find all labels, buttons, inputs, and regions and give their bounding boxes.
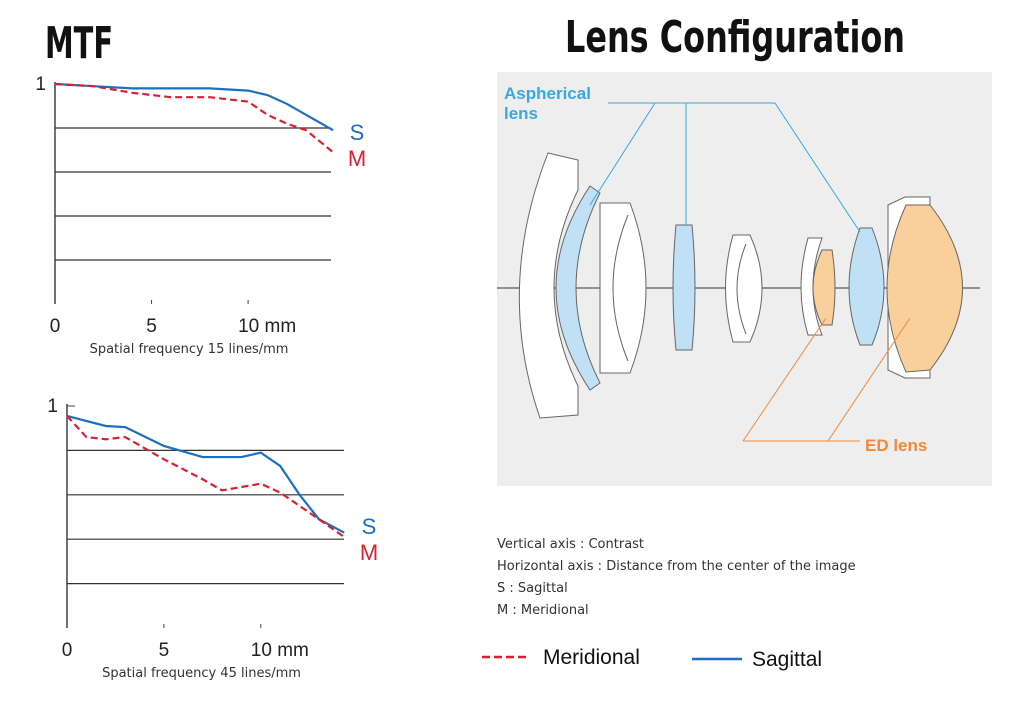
x-tick-label: 0: [50, 316, 61, 337]
ed-element: [812, 249, 836, 326]
lens-title: Lens Configuration: [565, 12, 905, 63]
x-axis-label: Spatial frequency 15 lines/mm: [90, 342, 289, 357]
ed-label: ED lens: [865, 436, 927, 455]
legend-label: Meridional: [543, 646, 640, 669]
y-tick-label: 1: [35, 74, 46, 95]
mtf-title: MTF: [45, 18, 113, 69]
lens-element: [800, 237, 823, 336]
lens-element: [518, 152, 579, 419]
ed-element: [886, 204, 963, 373]
x-tick-label: 0: [62, 640, 73, 661]
series-label: S: [362, 514, 377, 539]
note: Vertical axis : Contrast: [497, 537, 644, 552]
lens-element: [725, 234, 763, 343]
lens-diagram: Aspherical lens ED lens: [497, 72, 992, 486]
note: M : Meridional: [497, 603, 589, 618]
aspherical-element: [672, 224, 696, 351]
mtf-line: [54, 82, 334, 154]
x-axis-label: Spatial frequency 45 lines/mm: [102, 666, 301, 681]
mtf-line: [66, 414, 345, 534]
aspherical-label: Aspherical: [504, 84, 591, 103]
x-tick-label: 10 mm: [251, 640, 309, 661]
note: Horizontal axis : Distance from the cent…: [497, 559, 856, 574]
series-label: M: [348, 146, 366, 171]
ed-leaders: [742, 317, 911, 442]
lens-edge: [612, 214, 629, 362]
mtf-line: [66, 415, 345, 538]
aspherical-leaders: [589, 102, 861, 233]
aspherical-label: lens: [504, 104, 538, 123]
series-label: M: [360, 540, 378, 565]
x-tick-label: 5: [159, 640, 170, 661]
legend-label: Sagittal: [752, 648, 822, 671]
y-tick-label: 1: [47, 396, 58, 417]
lens-element: [599, 202, 647, 374]
lens-edge: [736, 243, 747, 335]
x-tick-label: 10 mm: [238, 316, 296, 337]
aspherical-element: [848, 227, 885, 346]
mtf-line: [54, 82, 334, 132]
aspherical-element: [555, 185, 601, 391]
note: S : Sagittal: [497, 581, 568, 596]
x-tick-label: 5: [146, 316, 157, 337]
series-label: S: [350, 120, 365, 145]
